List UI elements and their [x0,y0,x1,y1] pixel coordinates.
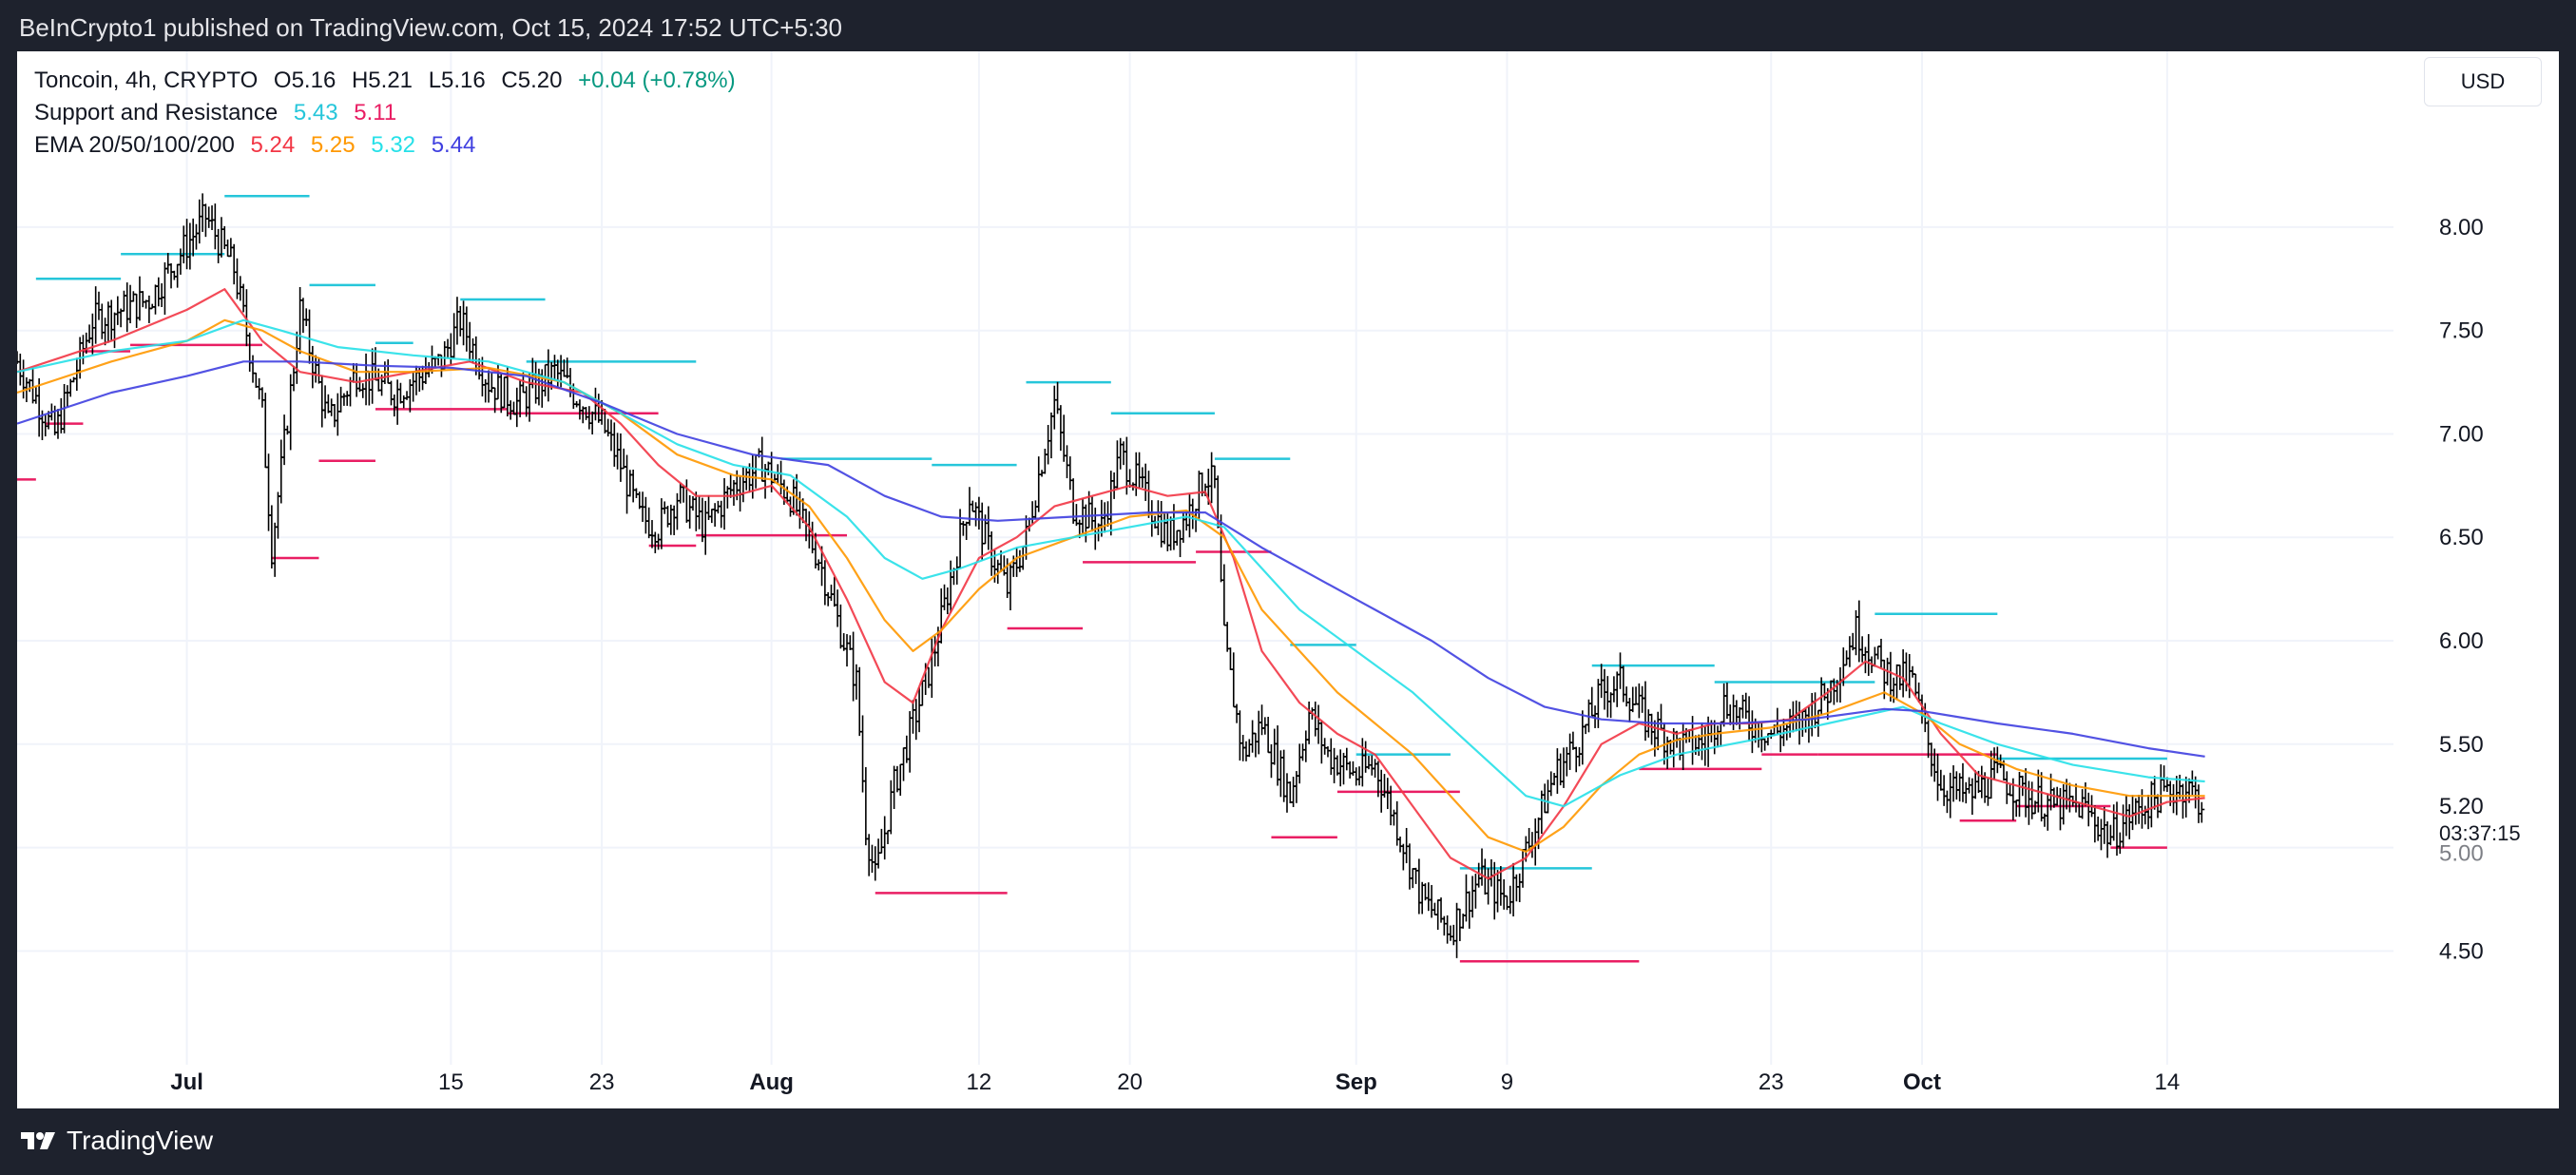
price-chart[interactable]: 8.00 7.50 7.00 6.50 6.00 5.50 4.50 5.2003:37:15… [17,51,2559,1108]
time-axis-tick: 20 [1117,1069,1143,1095]
legend-ohlc-row: Toncoin, 4h, CRYPTO O5.16 H5.21 L5.16 C5… [34,65,745,97]
legend-symbol[interactable]: Toncoin, 4h, CRYPTO [34,67,259,93]
time-axis-tick: Jul [170,1069,203,1095]
last-price-label: 5.20 [2439,794,2484,819]
time-axis-tick: Oct [1903,1069,1941,1095]
legend-sr-row: Support and Resistance 5.43 5.11 [34,97,745,129]
legend-close: C5.20 [501,67,563,93]
legend-ema-label[interactable]: EMA 20/50/100/200 [34,132,235,158]
time-axis-tick: 12 [967,1069,992,1095]
time-axis-tick: 23 [589,1069,615,1095]
publish-info: BeInCrypto1 published on TradingView.com… [19,13,842,42]
price-axis-tick: 7.50 [2439,318,2484,344]
legend-sr-label[interactable]: Support and Resistance [34,100,279,125]
legend-ema20: 5.24 [250,132,296,158]
time-axis-tick: 23 [1759,1069,1784,1095]
legend-sr-resistance: 5.43 [293,100,338,125]
legend-open: O5.16 [273,67,336,93]
price-axis-tick: 4.50 [2439,938,2484,964]
currency-button[interactable]: USD [2424,57,2542,106]
legend-change: +0.04 (+0.78%) [578,67,736,93]
price-axis-tick: 5.50 [2439,732,2484,758]
time-axis-tick: 14 [2155,1069,2181,1095]
price-axis-tick: 5.00 [2439,841,2484,867]
tradingview-icon [21,1132,55,1149]
legend-ema50: 5.25 [310,132,356,158]
time-axis-tick: Aug [749,1069,794,1095]
legend-ema100: 5.32 [371,132,416,158]
chart-legend: Toncoin, 4h, CRYPTO O5.16 H5.21 L5.16 C5… [34,65,745,162]
ema-line-50 [17,318,2205,854]
legend-ema-row: EMA 20/50/100/200 5.24 5.25 5.32 5.44 [34,129,745,162]
time-axis-tick: Sep [1336,1069,1377,1095]
tradingview-logo[interactable]: TradingView [19,1126,213,1156]
legend-high: H5.21 [351,67,413,93]
tradingview-wordmark: TradingView [67,1126,214,1155]
time-axis-tick: 9 [1501,1069,1513,1095]
legend-sr-support: 5.11 [354,100,397,125]
price-axis-tick: 6.00 [2439,628,2484,654]
legend-low: L5.16 [428,67,486,93]
price-axis-tick: 8.00 [2439,215,2484,241]
legend-ema200: 5.44 [431,132,476,158]
bar-countdown: 03:37:15 [2439,821,2521,845]
ema-line-100 [17,318,2205,808]
chart-panel[interactable]: 8.00 7.50 7.00 6.50 6.00 5.50 4.50 5.20 03:37:15… [17,51,2559,1108]
price-axis-tick: 6.50 [2439,525,2484,550]
footer-bar: TradingView [0,1108,2576,1175]
ema-line-200 [17,360,2205,758]
time-axis-tick: 15 [438,1069,464,1095]
publish-header: BeInCrypto1 published on TradingView.com… [0,0,2576,51]
ema-line-20 [17,288,2205,880]
price-axis-tick: 7.00 [2439,421,2484,447]
